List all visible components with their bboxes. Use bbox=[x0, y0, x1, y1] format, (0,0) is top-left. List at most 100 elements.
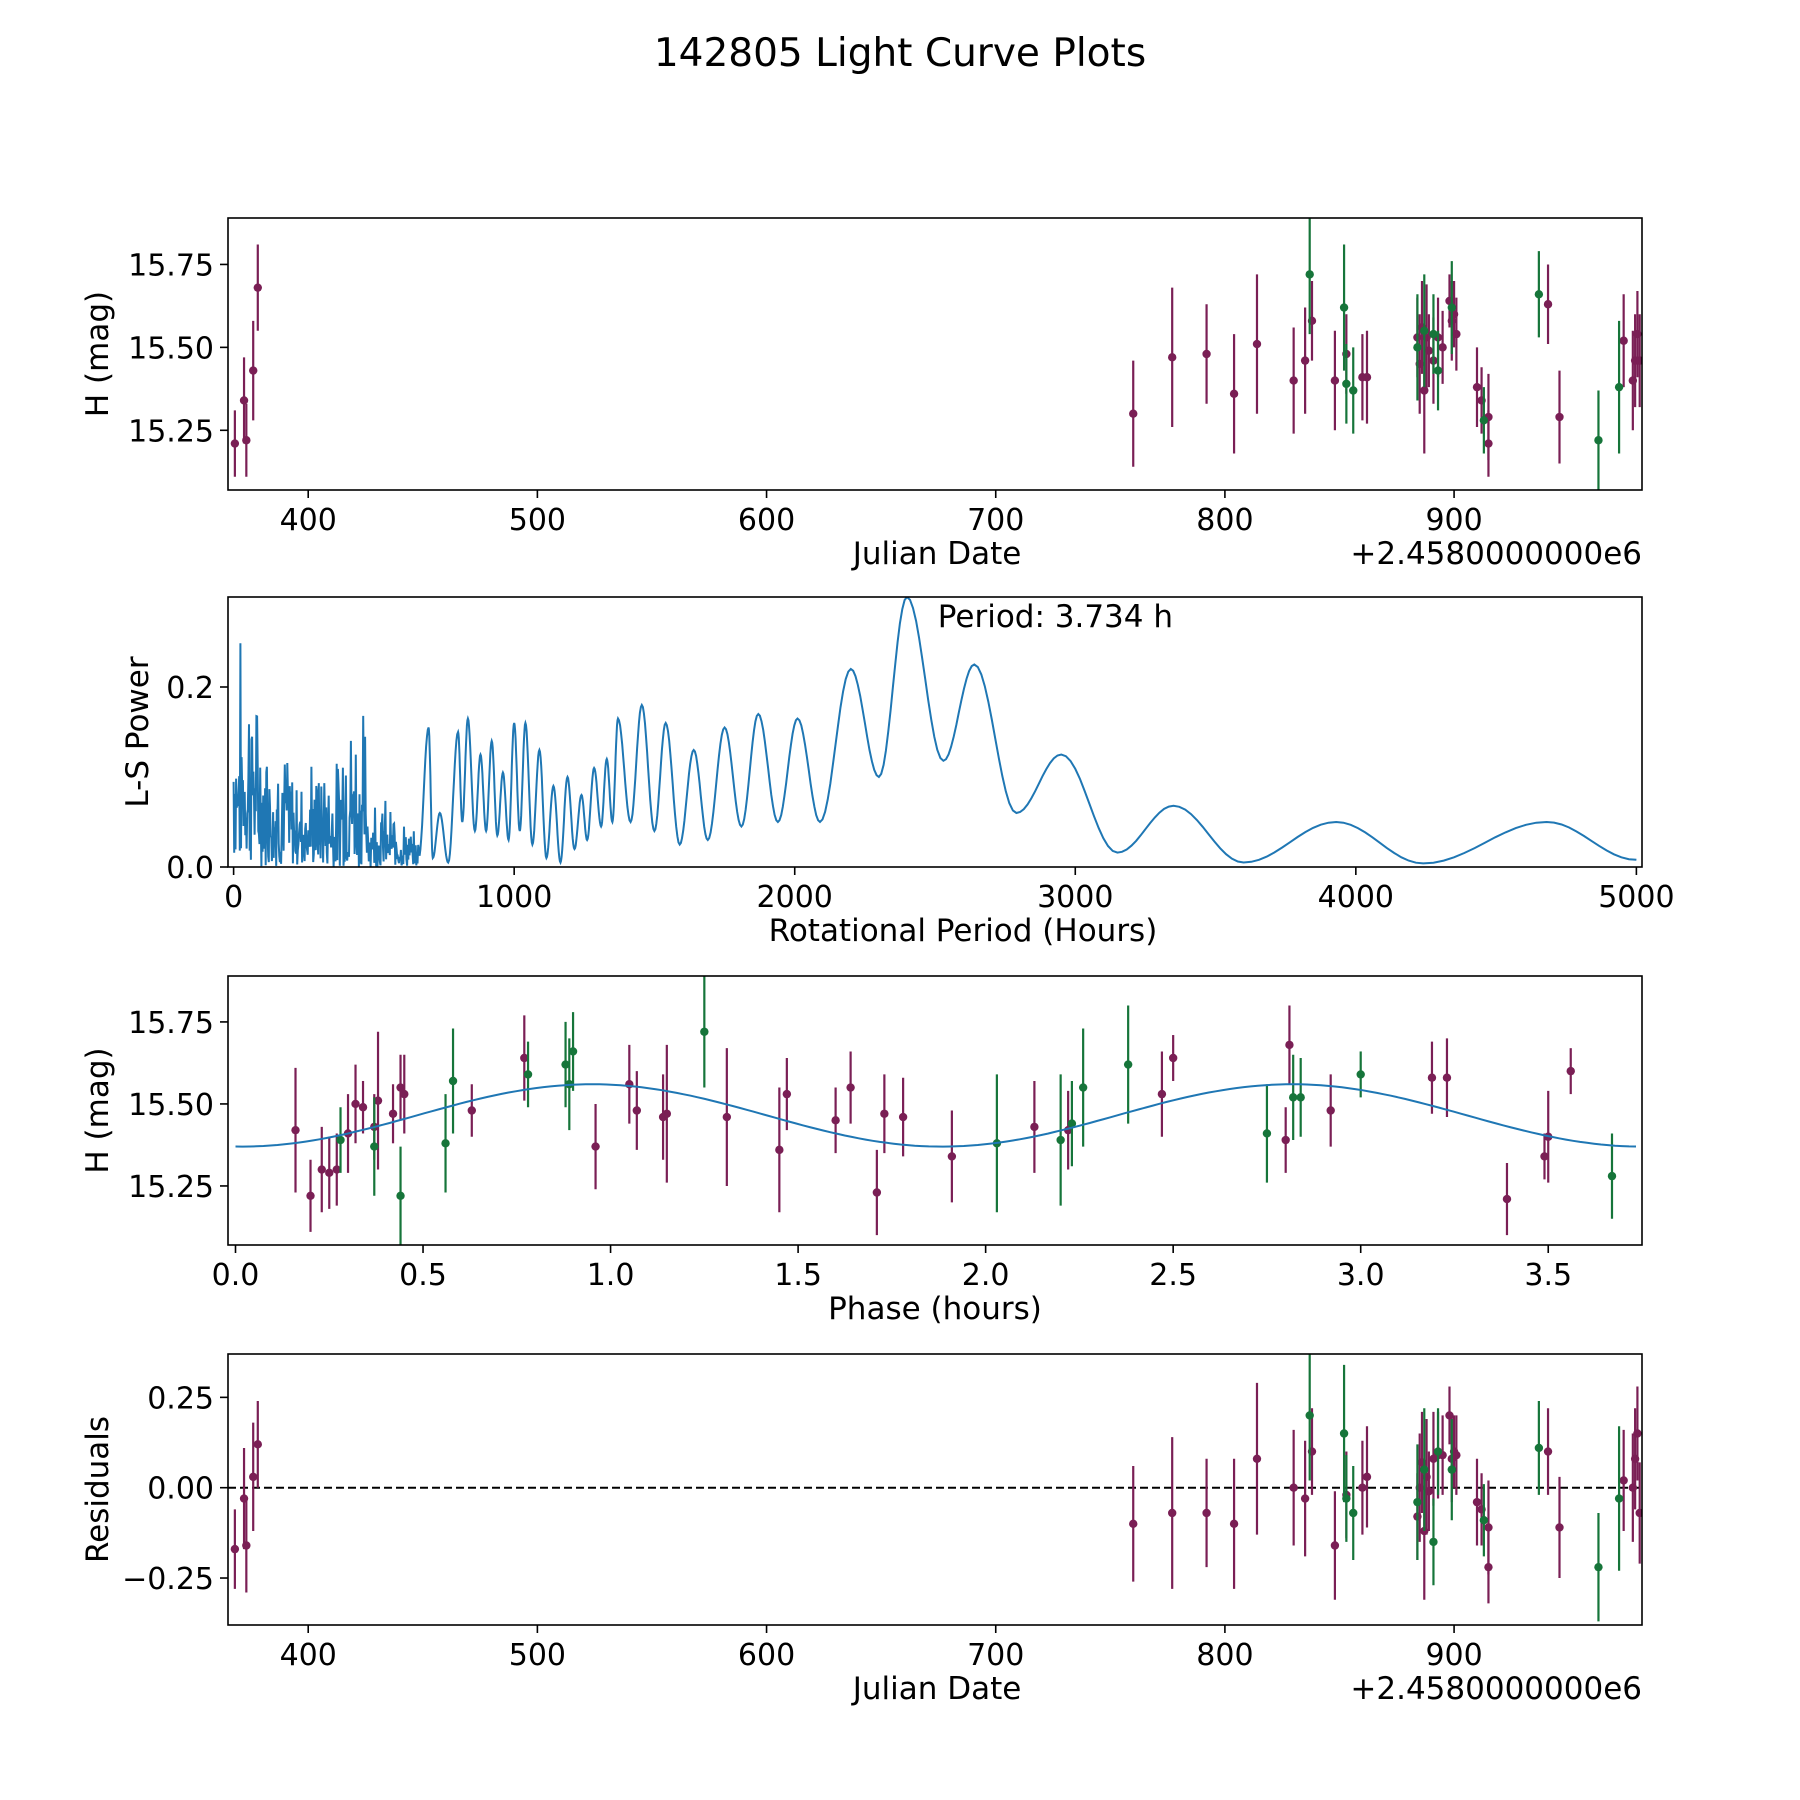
data-point-magenta bbox=[1300, 1494, 1310, 1503]
y-tick-label: 15.25 bbox=[128, 414, 214, 449]
data-point-green bbox=[1447, 303, 1456, 312]
x-tick-label: 5000 bbox=[1598, 880, 1674, 915]
data-point-magenta bbox=[1619, 1476, 1628, 1485]
data-point-magenta bbox=[1555, 412, 1564, 422]
data-point-green bbox=[1594, 436, 1603, 445]
data-point-magenta bbox=[880, 1109, 889, 1118]
data-point-magenta bbox=[1362, 1472, 1372, 1482]
data-point-magenta bbox=[1472, 1497, 1482, 1507]
data-point-magenta bbox=[1030, 1122, 1039, 1132]
data-point-magenta bbox=[332, 1165, 341, 1174]
axes-residuals: 400 500 600 700 800 900 −0.25 0.00 0.25 Julian Da… bbox=[80, 1353, 1643, 1707]
data-point-magenta bbox=[230, 1544, 240, 1554]
data-point-green bbox=[1420, 1465, 1429, 1474]
data-point-magenta bbox=[898, 1112, 908, 1122]
data-point-green bbox=[1349, 386, 1358, 395]
data-point-magenta bbox=[249, 366, 258, 375]
data-point-green bbox=[336, 1135, 345, 1145]
data-point-magenta bbox=[1484, 439, 1493, 448]
x-offset-text: +2.4580000000e6 bbox=[1350, 1671, 1642, 1707]
data-point-magenta bbox=[253, 283, 262, 292]
data-point-green bbox=[1534, 290, 1544, 299]
data-point-green bbox=[1607, 1171, 1617, 1181]
y-axis-label: H (mag) bbox=[80, 291, 116, 417]
data-point-magenta bbox=[1566, 1066, 1575, 1076]
x-tick-label: 400 bbox=[280, 1638, 337, 1673]
data-point-green bbox=[1296, 1093, 1305, 1102]
data-point-magenta bbox=[591, 1142, 600, 1151]
data-point-magenta bbox=[1543, 300, 1553, 309]
data-point-magenta bbox=[317, 1165, 326, 1174]
data-point-magenta bbox=[782, 1089, 792, 1099]
data-point-magenta bbox=[1635, 356, 1642, 365]
x-tick-label: 2.5 bbox=[1149, 1258, 1197, 1293]
data-point-magenta bbox=[1424, 1487, 1434, 1496]
data-point-green bbox=[1056, 1135, 1065, 1145]
data-point-green bbox=[1262, 1129, 1272, 1138]
periodogram-line bbox=[232, 597, 1637, 867]
y-axis-label: L-S Power bbox=[120, 656, 156, 807]
data-point-green bbox=[1123, 1060, 1133, 1069]
data-point-magenta bbox=[1330, 376, 1340, 385]
data-point-magenta bbox=[1635, 1508, 1642, 1518]
data-point-magenta bbox=[1442, 1073, 1452, 1082]
x-tick-label: 800 bbox=[1196, 1638, 1253, 1673]
data-point-green bbox=[1342, 1494, 1351, 1503]
x-tick-label: 900 bbox=[1425, 1638, 1482, 1673]
data-point-magenta bbox=[1543, 1447, 1553, 1456]
data-point-magenta bbox=[239, 396, 249, 405]
data-point-magenta bbox=[1452, 1450, 1461, 1460]
data-point-magenta bbox=[388, 1109, 398, 1118]
data-point-magenta bbox=[1289, 1483, 1298, 1492]
data-point-magenta bbox=[1424, 346, 1434, 355]
data-point-magenta bbox=[846, 1083, 855, 1092]
data-point-magenta bbox=[1167, 1508, 1177, 1518]
data-point-magenta bbox=[1289, 376, 1298, 385]
x-axis-label: Rotational Period (Hours) bbox=[769, 913, 1158, 949]
plot-area bbox=[235, 976, 1637, 1245]
data-point-magenta bbox=[1362, 373, 1372, 382]
axes-frame bbox=[227, 596, 1643, 868]
data-point-magenta bbox=[1472, 382, 1482, 392]
x-tick-label: 500 bbox=[509, 1638, 566, 1673]
data-point-magenta bbox=[1285, 1040, 1294, 1050]
data-point-magenta bbox=[1358, 1483, 1367, 1492]
y-tick-label: −0.25 bbox=[122, 1562, 214, 1597]
x-tick-label: 1.5 bbox=[774, 1258, 822, 1293]
y-axis-label: H (mag) bbox=[80, 1047, 116, 1173]
data-point-magenta bbox=[872, 1188, 882, 1197]
data-point-green bbox=[1433, 1447, 1443, 1456]
x-tick-label: 700 bbox=[967, 503, 1024, 538]
data-point-magenta bbox=[1252, 1454, 1262, 1463]
axes-frame bbox=[227, 1353, 1643, 1626]
y-tick-label: 0.25 bbox=[147, 1381, 214, 1416]
data-point-magenta bbox=[831, 1116, 840, 1125]
data-point-magenta bbox=[306, 1191, 315, 1200]
x-tick-label: 400 bbox=[280, 503, 337, 538]
x-tick-label: 2.0 bbox=[962, 1258, 1010, 1293]
data-point-green bbox=[1479, 1516, 1489, 1525]
plot-area bbox=[230, 218, 1642, 490]
data-point-magenta bbox=[1202, 349, 1211, 359]
data-point-green bbox=[568, 1047, 578, 1056]
x-offset-text: +2.4580000000e6 bbox=[1350, 536, 1642, 572]
data-point-magenta bbox=[230, 439, 240, 448]
data-point-magenta bbox=[1540, 1152, 1549, 1161]
data-point-magenta bbox=[467, 1106, 476, 1115]
x-tick-label: 4000 bbox=[1318, 880, 1394, 915]
y-tick-label: 0.0 bbox=[166, 851, 214, 886]
data-point-magenta bbox=[1555, 1523, 1564, 1532]
data-point-magenta bbox=[1229, 389, 1239, 399]
x-tick-label: 0.5 bbox=[399, 1258, 447, 1293]
x-tick-label: 800 bbox=[1196, 503, 1253, 538]
data-point-green bbox=[1534, 1443, 1544, 1453]
data-point-green bbox=[561, 1060, 570, 1069]
data-point-green bbox=[1305, 270, 1314, 279]
data-point-green bbox=[1339, 303, 1349, 312]
y-tick-label: 0.2 bbox=[166, 671, 214, 706]
data-point-magenta bbox=[242, 436, 251, 445]
x-tick-label: 3.5 bbox=[1524, 1258, 1572, 1293]
y-tick-label: 15.50 bbox=[128, 331, 214, 366]
data-point-magenta bbox=[1300, 356, 1310, 365]
data-point-green bbox=[1349, 1508, 1358, 1518]
